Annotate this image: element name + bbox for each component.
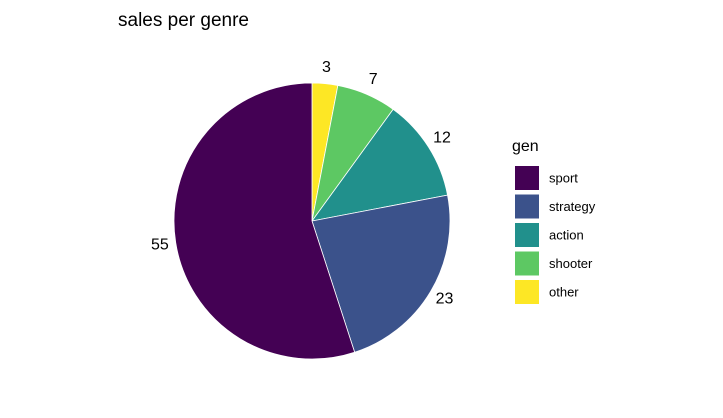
legend-label: action bbox=[549, 227, 584, 242]
data-label: 7 bbox=[369, 71, 378, 88]
legend-label: sport bbox=[549, 170, 578, 185]
legend-key bbox=[515, 223, 539, 247]
pie-slice bbox=[173, 82, 356, 360]
pie-slice bbox=[311, 108, 449, 222]
data-label: 55 bbox=[151, 236, 169, 253]
pie-slice bbox=[311, 194, 451, 353]
data-label: 12 bbox=[433, 130, 451, 147]
legend-label: shooter bbox=[549, 256, 593, 271]
legend-key bbox=[515, 166, 539, 190]
legend-label: strategy bbox=[549, 199, 596, 214]
data-label: 3 bbox=[322, 59, 331, 76]
chart-title: sales per genre bbox=[118, 10, 249, 31]
legend-key bbox=[515, 194, 539, 219]
legend-label: other bbox=[549, 284, 579, 299]
data-label: 23 bbox=[436, 291, 454, 308]
legend-title: gen bbox=[512, 138, 539, 155]
legend-key bbox=[515, 251, 539, 276]
legend-key bbox=[515, 280, 539, 304]
